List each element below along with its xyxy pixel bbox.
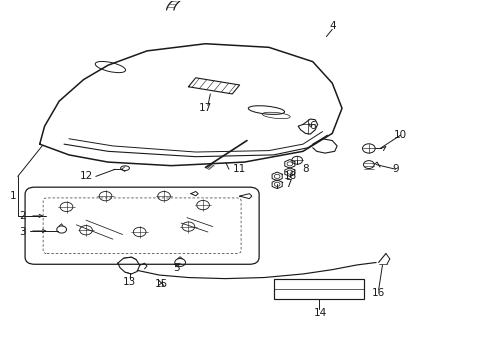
Text: 3: 3 <box>20 227 26 237</box>
Text: 7: 7 <box>285 179 291 189</box>
Text: 6: 6 <box>309 121 315 131</box>
Text: 15: 15 <box>155 279 168 289</box>
Bar <box>273 279 363 299</box>
Text: 9: 9 <box>391 164 398 174</box>
Text: 1: 1 <box>10 191 16 201</box>
Text: 14: 14 <box>313 308 326 318</box>
Text: 5: 5 <box>173 263 179 273</box>
Text: 13: 13 <box>123 277 136 287</box>
Text: 16: 16 <box>371 288 385 298</box>
Text: 2: 2 <box>20 211 26 221</box>
Text: 12: 12 <box>79 171 92 181</box>
Text: 8: 8 <box>302 164 308 174</box>
Text: 10: 10 <box>393 130 407 140</box>
Text: 11: 11 <box>232 164 246 174</box>
Text: 4: 4 <box>328 21 335 31</box>
Text: 18: 18 <box>284 171 297 181</box>
Text: 17: 17 <box>199 103 212 113</box>
